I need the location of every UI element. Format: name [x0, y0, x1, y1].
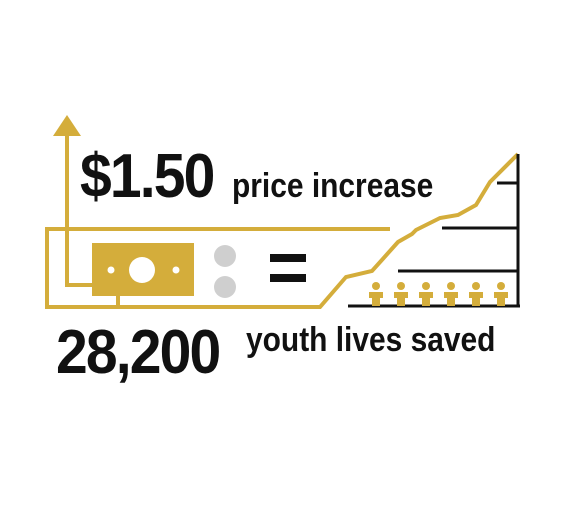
lives-text: youth lives saved [246, 321, 496, 359]
person-icon [444, 282, 458, 306]
coins-icon [214, 245, 236, 298]
price-text: price increase [232, 167, 434, 205]
equals-icon [270, 254, 306, 284]
trend-line [116, 152, 520, 309]
up-arrow-icon [53, 115, 95, 287]
lives-value: 28,200 [56, 318, 221, 387]
person-icon [419, 282, 433, 306]
person-icon [469, 282, 483, 306]
person-icon [394, 282, 408, 306]
person-icon [494, 282, 508, 306]
person-icon [369, 282, 383, 306]
dollar-bill-icon [92, 243, 194, 296]
people-row [369, 282, 508, 306]
price-value: $1.50 [80, 142, 215, 211]
